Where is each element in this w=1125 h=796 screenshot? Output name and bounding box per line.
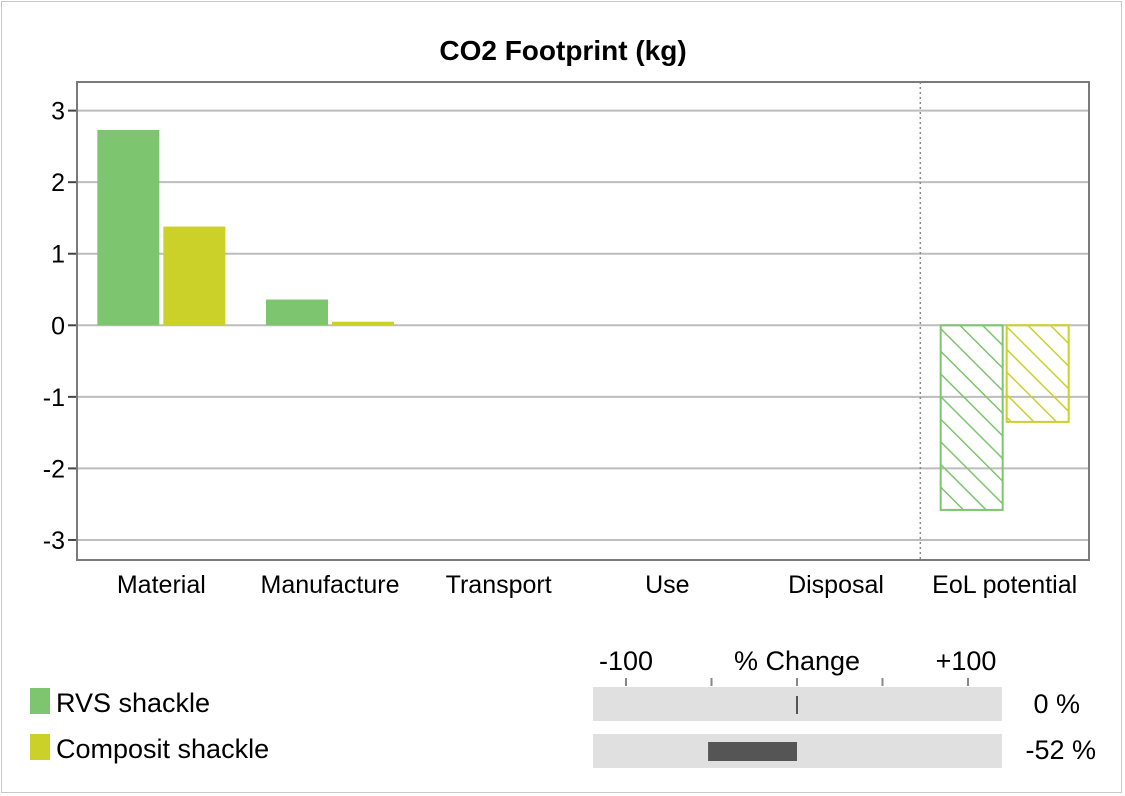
category-label: Use <box>645 571 689 599</box>
category-label: Transport <box>446 571 552 599</box>
percent-change-value-rvs: 0 % <box>1033 689 1080 719</box>
category-label: Material <box>117 571 206 599</box>
category-label: Disposal <box>788 571 884 599</box>
plot-border <box>76 81 1090 561</box>
percent-change-track-composit <box>593 734 1002 768</box>
bar-composit-manufacture <box>332 321 394 326</box>
percent-change-bar-composit <box>708 742 797 761</box>
percent-change-panel: -100 % Change +100 0 % -52 % <box>593 646 1096 768</box>
percent-change-min-label: -100 <box>599 646 653 676</box>
axes: 3 2 1 0 -1 -2 -3 <box>43 81 1090 561</box>
percent-change-ticks <box>625 678 969 686</box>
percent-change-bars <box>708 696 798 761</box>
gridlines <box>77 109 1089 541</box>
bar-rvs-material <box>97 129 160 326</box>
y-tick-label: 2 <box>51 169 65 197</box>
y-tick-label: 1 <box>51 241 65 269</box>
legend-swatch-composit <box>30 734 50 760</box>
category-label: EoL potential <box>932 571 1077 599</box>
y-tick-label: -1 <box>43 384 65 412</box>
category-labels: Material Manufacture Transport Use Disposal E… <box>117 571 1077 599</box>
category-label: Manufacture <box>261 571 400 599</box>
y-tick-label: -3 <box>43 527 65 555</box>
y-tick-label: 3 <box>51 98 65 126</box>
bar-composit-eol-potential <box>1005 324 1070 423</box>
percent-change-title: % Change <box>734 646 860 676</box>
legend-label-composit: Composit shackle <box>56 734 269 764</box>
legend: RVS shackle Composit shackle <box>30 688 269 764</box>
y-tick-label: 0 <box>51 312 65 340</box>
legend-label-rvs: RVS shackle <box>56 688 210 718</box>
bar-rvs-manufacture <box>266 299 328 326</box>
percent-change-value-composit: -52 % <box>1025 735 1096 765</box>
chart-title: CO2 Footprint (kg) <box>439 35 686 66</box>
bar-rvs-eol-potential <box>939 324 1004 511</box>
y-tick-label: -2 <box>43 455 65 483</box>
bar-composit-material <box>163 226 226 326</box>
bars <box>97 129 1070 511</box>
legend-swatch-rvs <box>30 688 50 714</box>
percent-change-max-label: +100 <box>936 646 997 676</box>
